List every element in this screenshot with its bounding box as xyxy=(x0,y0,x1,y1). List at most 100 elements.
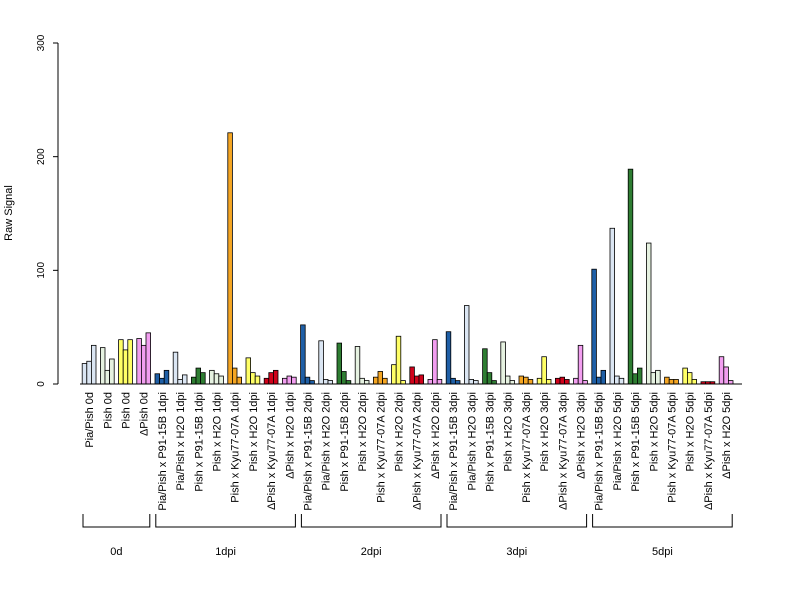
bar xyxy=(400,380,406,385)
bar xyxy=(140,344,147,385)
x-tick-label: Pia/Pish x H2O 1dpi xyxy=(175,392,187,490)
bar xyxy=(327,380,333,385)
x-tick-label: Pish x Kyu77-07A 2dpi xyxy=(375,392,387,503)
bar xyxy=(614,375,620,385)
bar xyxy=(254,375,261,385)
x-tick-label: ΔPish 0d xyxy=(139,392,151,436)
bar xyxy=(564,379,570,385)
bar xyxy=(372,376,379,385)
bar xyxy=(668,379,675,385)
bar xyxy=(600,369,606,385)
x-tick-label: ΔPish x Kyu77-07A 1dpi xyxy=(266,392,278,510)
bar xyxy=(582,380,588,385)
bar xyxy=(127,339,133,385)
x-tick-label: Pish x H2O 5dpi xyxy=(648,392,660,471)
bar xyxy=(159,377,165,385)
bar xyxy=(409,366,415,385)
y-tick-label: 100 xyxy=(36,262,47,279)
bar xyxy=(109,358,115,385)
x-tick-label: Pish x H2O 3dpi xyxy=(539,392,551,471)
bar xyxy=(309,380,315,385)
x-tick-label: Pia/Pish x P91-15B 1dpi xyxy=(157,392,169,511)
bar xyxy=(450,377,456,385)
bar xyxy=(427,379,433,385)
x-tick-label: ΔPish x H2O 3dpi xyxy=(576,392,588,479)
bar xyxy=(691,379,697,385)
bar xyxy=(728,380,734,385)
bar xyxy=(541,356,547,385)
bar xyxy=(664,376,670,385)
bar xyxy=(509,380,515,385)
bar xyxy=(555,377,561,385)
x-tick-label: Pish x Kyu77-07A 3dpi xyxy=(521,392,533,503)
bar xyxy=(345,380,352,385)
bar xyxy=(687,372,693,385)
group-bracket xyxy=(300,514,442,528)
x-tick-label: Pia/Pish x P91-15B 3dpi xyxy=(448,392,460,511)
x-tick-label: Pia/Pish x P91-15B 2dpi xyxy=(303,392,315,511)
bar xyxy=(363,380,370,385)
group-label: 3dpi xyxy=(506,546,527,558)
y-tick-label: 300 xyxy=(36,34,47,51)
bar xyxy=(418,374,424,385)
bar xyxy=(263,377,270,385)
bar xyxy=(500,341,506,385)
group-brackets: 0d 1dpi 2dpi 3dpi 5dpi xyxy=(82,514,733,558)
group-bracket xyxy=(592,514,733,528)
bars xyxy=(81,132,734,385)
bar xyxy=(432,339,438,385)
bar xyxy=(454,380,461,385)
y-axis-label: Raw Signal xyxy=(3,185,15,241)
bar xyxy=(463,305,470,385)
bar xyxy=(245,357,251,385)
bar xyxy=(546,379,552,385)
bar xyxy=(395,335,402,385)
bar xyxy=(591,268,597,385)
bar xyxy=(91,344,97,385)
bar xyxy=(136,338,142,385)
y-tick-label: 200 xyxy=(36,148,47,165)
group-label: 5dpi xyxy=(652,546,673,558)
bar xyxy=(213,373,220,385)
bar xyxy=(436,379,443,385)
bar xyxy=(286,375,292,385)
bar xyxy=(250,372,256,385)
bar xyxy=(377,371,383,385)
x-tick-label: Pish x H2O 3dpi xyxy=(503,392,515,471)
bar xyxy=(100,347,106,385)
bar xyxy=(154,373,160,385)
bar xyxy=(491,380,497,385)
bar xyxy=(646,242,652,385)
bar xyxy=(272,369,279,385)
bar xyxy=(218,375,224,385)
bar xyxy=(300,324,306,385)
x-tick-label: Pish x P91-15B 2dpi xyxy=(339,392,351,492)
bar xyxy=(596,376,602,385)
bar xyxy=(536,377,543,385)
x-tick-label: Pish x H2O 2dpi xyxy=(357,392,369,471)
x-tick-label: Pish 0d xyxy=(102,392,114,429)
bar xyxy=(318,340,324,385)
bar xyxy=(231,367,238,385)
bar xyxy=(122,349,129,385)
x-tick-label: Pish x H2O 1dpi xyxy=(248,392,260,471)
group-bracket xyxy=(155,514,296,528)
bar xyxy=(650,372,656,385)
bar xyxy=(281,377,288,385)
bar xyxy=(195,367,201,385)
x-tick-label: Pish x Kyu77-07A 5dpi xyxy=(667,392,679,503)
bar xyxy=(354,346,361,385)
x-tick-label: Pish 0d xyxy=(121,392,133,429)
group-label: 0d xyxy=(110,546,122,558)
bar xyxy=(482,348,488,385)
x-tick-label: Pia/Pish x P91-15B 5dpi xyxy=(594,392,606,511)
x-tick-label: Pish x H2O 5dpi xyxy=(685,392,697,471)
bar xyxy=(559,376,565,385)
x-tick-label: Pia/Pish x H2O 3dpi xyxy=(466,392,478,490)
bar xyxy=(86,360,92,385)
bar xyxy=(227,132,233,385)
x-tick-label: Pish x P91-15B 1dpi xyxy=(193,392,205,492)
x-tick-label: Pish x H2O 1dpi xyxy=(212,392,224,471)
bar xyxy=(163,369,170,385)
